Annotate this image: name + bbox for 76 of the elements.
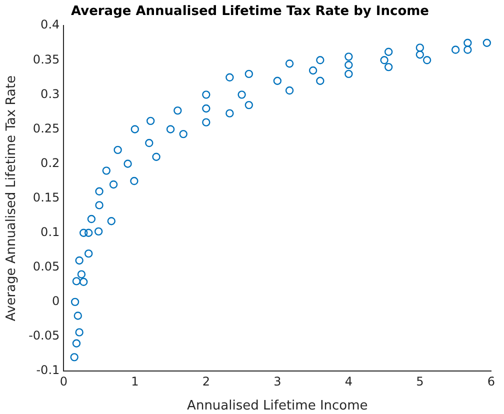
point — [416, 44, 424, 52]
point — [179, 130, 188, 138]
point — [87, 214, 96, 224]
point — [74, 312, 82, 320]
point — [273, 76, 282, 85]
point — [285, 59, 294, 68]
point — [70, 353, 78, 362]
point — [202, 104, 210, 113]
point — [344, 60, 353, 70]
x-tick-label: 5 — [416, 374, 424, 388]
x-tick-label: 4 — [344, 374, 352, 388]
point — [244, 100, 254, 110]
point — [75, 328, 84, 336]
point — [109, 180, 118, 189]
point — [202, 118, 210, 126]
y-tick-label: 0.3 — [40, 86, 60, 101]
point — [72, 277, 81, 286]
x-tick-label: 2 — [202, 374, 210, 388]
point — [152, 152, 160, 161]
point — [316, 56, 324, 64]
point — [416, 50, 424, 59]
point — [464, 46, 472, 54]
point — [380, 56, 388, 64]
point — [244, 70, 254, 78]
y-tick-label: 0.25 — [32, 121, 60, 136]
point — [384, 62, 393, 72]
y-tick-label: -0.05 — [28, 328, 60, 343]
y-tick-label: -0.1 — [36, 363, 60, 378]
point — [308, 66, 318, 75]
y-tick-label: 0.05 — [32, 260, 60, 274]
y-tick-label: 0.15 — [32, 190, 60, 204]
point — [114, 146, 122, 154]
y-tick-label: 0 — [52, 294, 60, 308]
point — [130, 176, 138, 186]
point — [107, 216, 116, 226]
chart-title: Average Annualised Lifetime Tax Rate by Income — [70, 4, 430, 20]
x-axis-title: Annualised Lifetime Income — [187, 398, 368, 414]
point — [72, 339, 81, 348]
point — [464, 38, 472, 47]
x-tick-label: 3 — [274, 374, 282, 388]
point — [80, 228, 88, 237]
point — [238, 90, 246, 99]
point — [145, 138, 154, 148]
point — [80, 278, 88, 286]
point — [70, 298, 80, 306]
point — [482, 38, 492, 47]
point — [146, 116, 155, 126]
point — [174, 106, 182, 115]
point — [84, 228, 93, 237]
point — [422, 56, 432, 64]
point — [94, 227, 103, 236]
point — [384, 48, 393, 56]
y-tick-label: 0.1 — [40, 224, 60, 239]
point — [226, 109, 234, 118]
point — [344, 70, 353, 78]
point — [202, 90, 210, 99]
point — [124, 160, 132, 168]
y-tick-label: 0.4 — [40, 18, 60, 32]
y-tick-label: 0.35 — [32, 52, 60, 66]
x-tick-label: 6 — [487, 374, 496, 388]
point — [77, 270, 86, 278]
point — [75, 256, 84, 265]
y-tick-label: 0.2 — [40, 156, 60, 170]
point — [166, 125, 175, 134]
point — [316, 76, 324, 85]
x-tick-label: 1 — [131, 374, 139, 388]
point — [95, 187, 104, 196]
point — [84, 249, 93, 258]
point — [130, 125, 140, 134]
point — [226, 73, 234, 82]
point — [95, 201, 104, 210]
y-axis-title: Average Annualised Lifetime Tax Rate — [4, 75, 20, 322]
point — [451, 46, 460, 54]
point — [285, 86, 294, 95]
point — [344, 52, 353, 61]
point — [102, 166, 110, 175]
